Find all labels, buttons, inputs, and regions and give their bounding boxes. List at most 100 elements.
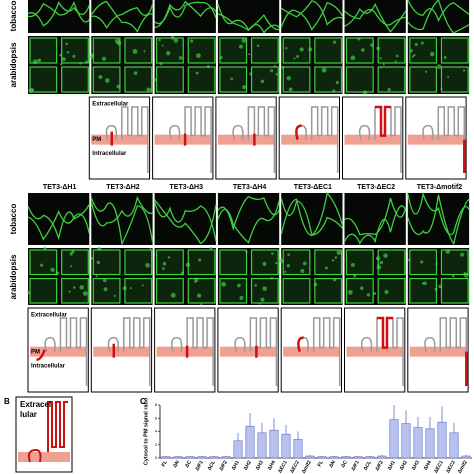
bar — [269, 429, 279, 459]
y-tick-label: 4 — [155, 429, 158, 434]
cell-outline — [156, 66, 184, 93]
fluorescence-spot — [97, 246, 102, 251]
fluorescence-spot — [438, 284, 442, 289]
fluorescence-spot — [273, 64, 276, 67]
fluorescence-spot — [370, 43, 374, 47]
cell-outline — [314, 249, 343, 276]
cell-outline — [377, 37, 406, 64]
bar — [449, 432, 459, 459]
fluorescence-spot — [383, 253, 388, 258]
y-tick-label: 8 — [155, 402, 158, 407]
fluorescence-spot — [50, 267, 55, 273]
fluorescence-spot — [409, 49, 413, 53]
fluorescence-spot — [195, 71, 199, 75]
x-tick-label: ΔIF2 — [374, 459, 385, 472]
cell-outline — [29, 66, 58, 93]
cell-outline — [314, 37, 343, 64]
fluorescence-spot — [321, 67, 327, 73]
micrograph — [344, 193, 406, 245]
fluorescence-spot — [379, 57, 382, 60]
fluorescence-spot — [460, 252, 465, 257]
fluorescence-spot — [447, 75, 450, 79]
cell-outline — [250, 37, 279, 64]
cell-outline — [27, 209, 90, 241]
cell-outline — [280, 0, 343, 26]
y-tick-label: 2 — [155, 442, 158, 447]
fluorescence-spot — [372, 291, 377, 296]
fluorescence-spot — [463, 272, 469, 278]
highlight — [376, 316, 393, 349]
fluorescence-spot — [194, 280, 197, 283]
fluorescence-spot — [206, 64, 210, 69]
fluorescence-spot — [420, 260, 424, 264]
cell-outline — [409, 37, 438, 64]
cell-outline — [314, 66, 343, 93]
protein-loop — [169, 106, 212, 173]
fluorescence-spot — [242, 85, 247, 90]
fluorescence-spot — [116, 41, 122, 46]
fluorescence-spot — [133, 71, 138, 75]
cell-outline — [124, 66, 153, 93]
micrograph — [407, 193, 470, 245]
micrograph — [217, 0, 280, 33]
cell-outline — [154, 199, 217, 245]
intracellular-label: Intracellular — [92, 151, 127, 157]
x-tick-label: ΔH2 — [243, 459, 253, 471]
fluorescence-spot — [256, 44, 260, 48]
fluorescence-spot — [69, 265, 73, 268]
fluorescence-spot — [79, 285, 85, 290]
fluorescence-spot — [102, 278, 107, 283]
highlight — [295, 124, 302, 140]
cell-outline — [27, 0, 90, 23]
fluorescence-spot — [287, 253, 290, 256]
fluorescence-spot — [71, 250, 75, 254]
cell-outline — [124, 249, 153, 276]
fluorescence-spot — [313, 282, 318, 287]
fluorescence-spot — [95, 275, 98, 278]
fluorescence-spot — [170, 35, 175, 40]
cell-outline — [344, 2, 407, 33]
fluorescence-spot — [332, 40, 337, 44]
fluorescence-spot — [384, 289, 389, 295]
fluorescence-spot — [254, 284, 257, 287]
bar — [281, 433, 291, 459]
cell-outline — [219, 66, 248, 93]
fluorescence-spot — [245, 250, 248, 253]
fluorescence-spot — [79, 61, 82, 65]
membrane — [18, 452, 70, 462]
y-tick-label: 6 — [155, 415, 158, 420]
cell-outline — [343, 205, 407, 245]
membrane — [409, 346, 467, 357]
fluorescence-spot — [260, 297, 265, 302]
fluorescence-spot — [332, 89, 336, 93]
panel-b-text: Extracel — [20, 400, 51, 409]
membrane — [217, 134, 275, 145]
fluorescence-spot — [357, 37, 361, 41]
protein-loop — [424, 317, 468, 386]
membrane — [156, 346, 213, 357]
fluorescence-spot — [249, 72, 253, 76]
panel-label: B — [4, 397, 10, 406]
fluorescence-spot — [241, 37, 247, 43]
cell-outline — [61, 277, 89, 304]
highlight — [297, 336, 304, 353]
fluorescence-spot — [230, 77, 234, 81]
cell-outline — [27, 204, 90, 241]
fluorescence-spot — [445, 249, 451, 254]
protein-loop — [422, 106, 466, 173]
cell-outline — [29, 37, 58, 64]
fluorescence-spot — [288, 87, 293, 92]
membrane — [283, 346, 340, 357]
fluorescence-spot — [336, 250, 342, 255]
fluorescence-spot — [286, 75, 292, 81]
x-tick-label: ΔC — [184, 459, 193, 469]
fluorescence-spot — [382, 63, 385, 66]
cell-outline — [280, 2, 344, 31]
cell-outline — [156, 249, 184, 276]
fluorescence-spot — [170, 292, 176, 298]
cell-outline — [61, 66, 89, 93]
cell-outline — [345, 249, 374, 276]
fluorescence-spot — [219, 55, 223, 60]
fluorescence-spot — [332, 277, 337, 282]
bar — [197, 456, 207, 459]
